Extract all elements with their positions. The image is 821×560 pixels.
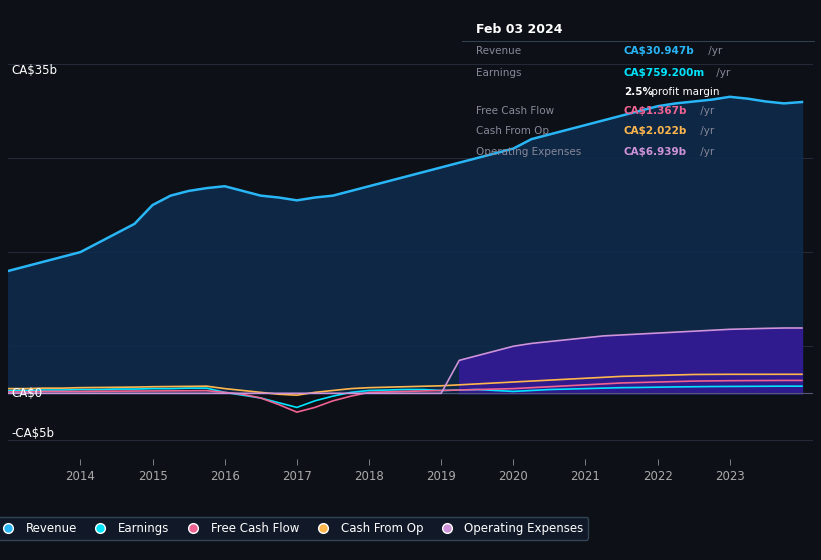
Text: Free Cash Flow: Free Cash Flow: [476, 106, 554, 116]
Text: CA$759.200m: CA$759.200m: [624, 68, 705, 78]
Text: Cash From Op: Cash From Op: [476, 126, 549, 136]
Text: /yr: /yr: [696, 147, 713, 157]
Text: 2.5%: 2.5%: [624, 87, 653, 97]
Text: CA$35b: CA$35b: [11, 64, 57, 77]
Text: CA$6.939b: CA$6.939b: [624, 147, 687, 157]
Text: CA$2.022b: CA$2.022b: [624, 126, 687, 136]
Legend: Revenue, Earnings, Free Cash Flow, Cash From Op, Operating Expenses: Revenue, Earnings, Free Cash Flow, Cash …: [0, 517, 589, 540]
Text: Revenue: Revenue: [476, 46, 521, 56]
Text: Feb 03 2024: Feb 03 2024: [476, 23, 562, 36]
Text: -CA$5b: -CA$5b: [11, 427, 55, 440]
Text: /yr: /yr: [704, 46, 722, 56]
Text: profit margin: profit margin: [649, 87, 720, 97]
Text: Operating Expenses: Operating Expenses: [476, 147, 581, 157]
Text: /yr: /yr: [713, 68, 730, 78]
Text: CA$1.367b: CA$1.367b: [624, 106, 687, 116]
Text: /yr: /yr: [696, 126, 713, 136]
Text: CA$30.947b: CA$30.947b: [624, 46, 695, 56]
Text: /yr: /yr: [696, 106, 713, 116]
Text: CA$0: CA$0: [11, 387, 43, 400]
Text: Earnings: Earnings: [476, 68, 522, 78]
